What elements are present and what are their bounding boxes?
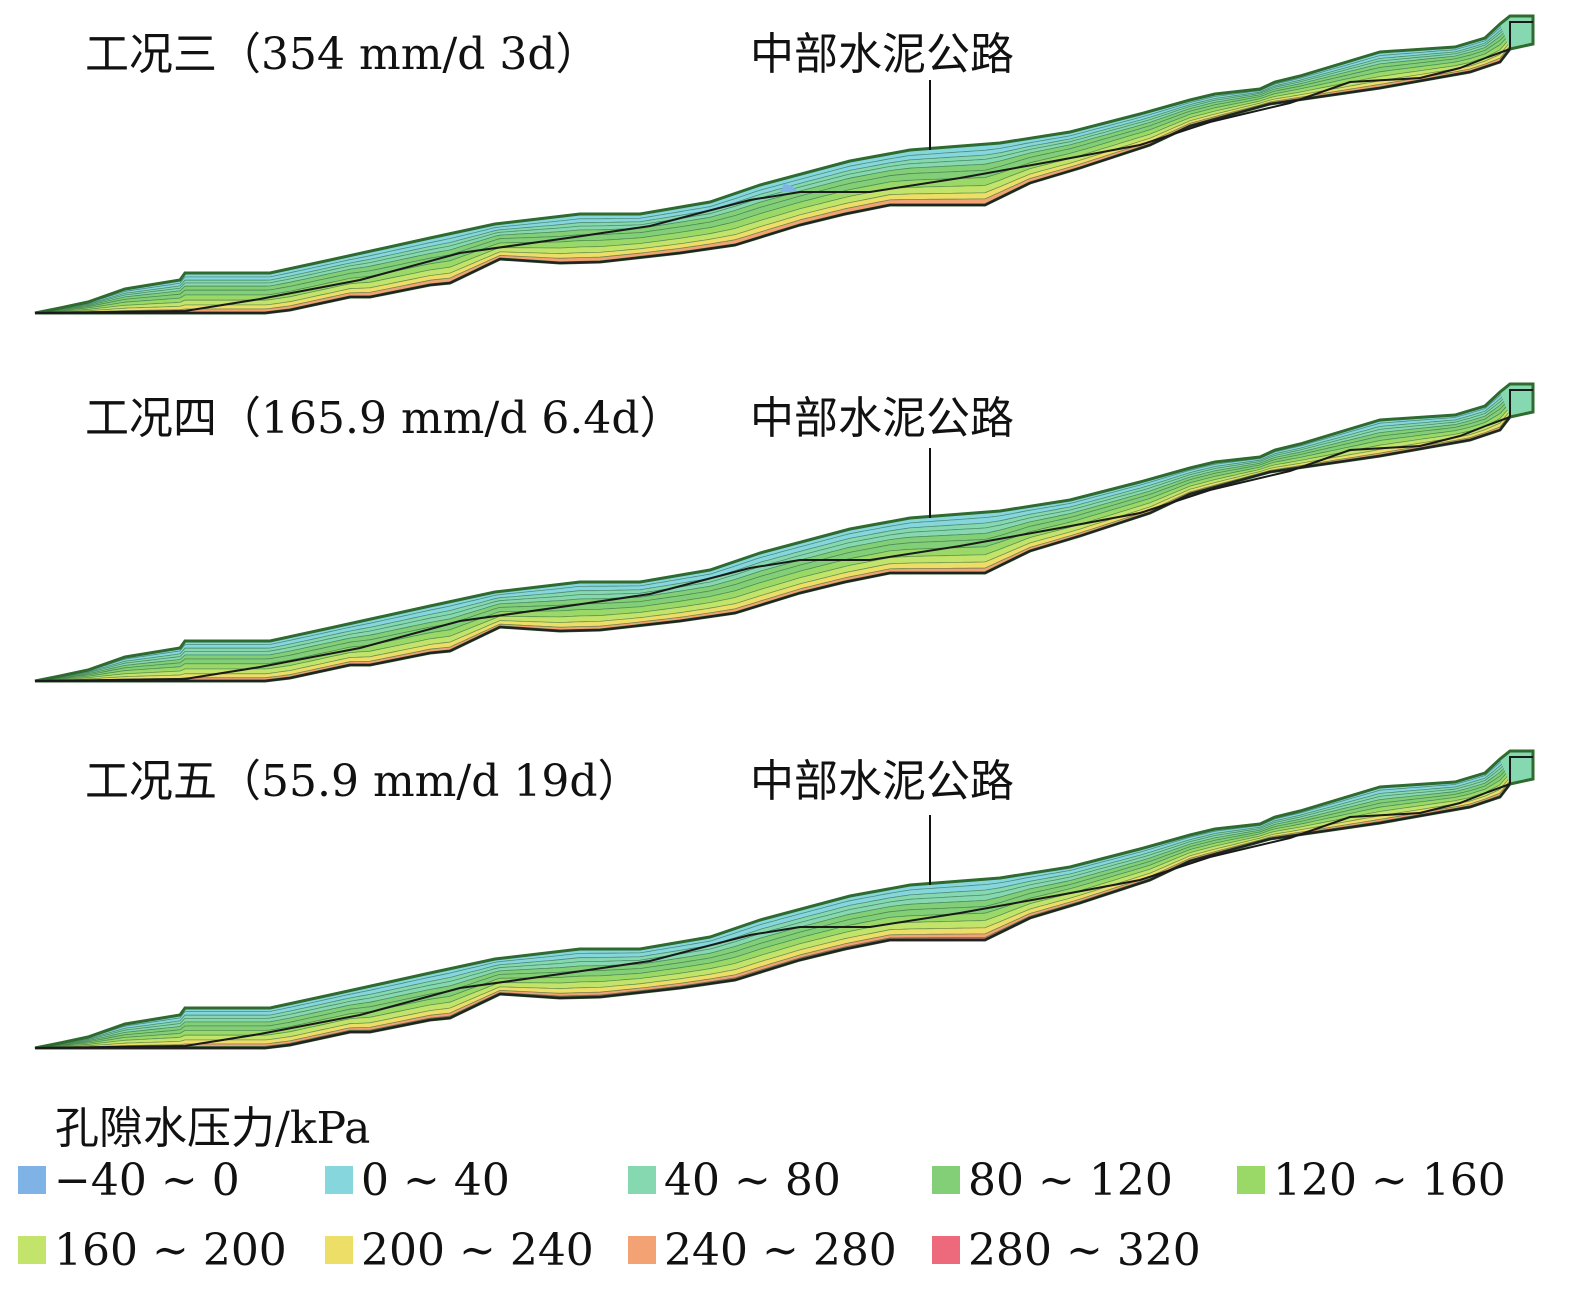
- negative-pressure-patch: [780, 184, 798, 192]
- legend-item-neg40-0: −40 ~ 0: [18, 1154, 240, 1206]
- legend-item-40-80: 40 ~ 80: [628, 1154, 841, 1206]
- legend-swatch: [628, 1236, 656, 1264]
- legend-item-240-280: 240 ~ 280: [628, 1224, 897, 1276]
- crest-block: [1500, 384, 1533, 417]
- legend-swatch: [18, 1166, 46, 1194]
- crest-block: [1500, 751, 1533, 784]
- crest-line: [1509, 21, 1533, 49]
- legend-swatch: [325, 1236, 353, 1264]
- legend-item-120-160: 120 ~ 160: [1237, 1154, 1506, 1206]
- pressure-contour-band-6: [34, 768, 1511, 1049]
- legend-label: 160 ~ 200: [54, 1224, 287, 1276]
- legend-label: 240 ~ 280: [664, 1224, 897, 1276]
- legend-item-280-320: 280 ~ 320: [932, 1224, 1201, 1276]
- legend-label: 40 ~ 80: [664, 1154, 841, 1206]
- legend-item-160-200: 160 ~ 200: [18, 1224, 287, 1276]
- bedrock-line: [35, 783, 1511, 1050]
- crest-line: [1509, 389, 1533, 417]
- legend-label: 0 ~ 40: [361, 1154, 510, 1206]
- interface-line: [34, 48, 1511, 314]
- slope-section-case-5: [34, 749, 1535, 1050]
- legend-label: 280 ~ 320: [968, 1224, 1201, 1276]
- slope-section-case-4: [34, 382, 1535, 683]
- interface-line: [34, 416, 1511, 682]
- legend-swatch: [1237, 1166, 1265, 1194]
- legend-item-200-240: 200 ~ 240: [325, 1224, 594, 1276]
- slope-section-case-3: [34, 14, 1535, 315]
- legend-swatch: [628, 1166, 656, 1194]
- panel-title-case-5: 工况五（55.9 mm/d 19d）: [85, 756, 642, 807]
- legend-swatch: [932, 1236, 960, 1264]
- legend-label: 200 ~ 240: [361, 1224, 594, 1276]
- panel-title-case-4: 工况四（165.9 mm/d 6.4d）: [85, 393, 684, 444]
- crest-line: [1509, 756, 1533, 784]
- bedrock-line: [35, 416, 1511, 683]
- interface-line: [34, 783, 1511, 1049]
- legend-label: −40 ~ 0: [54, 1154, 240, 1206]
- legend-item-80-120: 80 ~ 120: [932, 1154, 1173, 1206]
- road-label-case-5: 中部水泥公路: [750, 756, 1014, 807]
- road-label-case-4: 中部水泥公路: [750, 393, 1014, 444]
- legend-swatch: [18, 1236, 46, 1264]
- legend-swatch: [325, 1166, 353, 1194]
- legend-label: 120 ~ 160: [1273, 1154, 1506, 1206]
- bedrock-line: [35, 48, 1511, 315]
- legend-title: 孔隙水压力/kPa: [55, 1103, 371, 1154]
- road-label-case-3: 中部水泥公路: [750, 29, 1014, 80]
- legend-swatch: [932, 1166, 960, 1194]
- panel-title-case-3: 工况三（354 mm/d 3d）: [85, 29, 600, 80]
- legend-label: 80 ~ 120: [968, 1154, 1173, 1206]
- crest-block: [1500, 16, 1533, 49]
- legend-item-0-40: 0 ~ 40: [325, 1154, 510, 1206]
